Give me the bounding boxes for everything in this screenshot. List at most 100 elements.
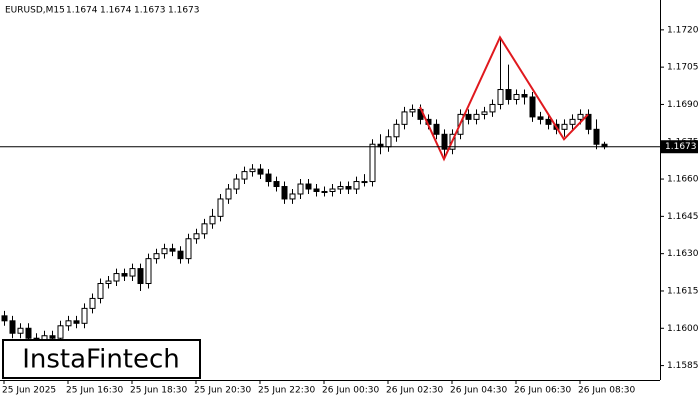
- candle-body: [137, 268, 144, 285]
- x-tick-label: 26 Jun 06:30: [514, 386, 571, 396]
- candle-body: [193, 233, 200, 240]
- candle-body: [337, 186, 344, 190]
- candle-body: [105, 280, 112, 285]
- candle-body: [73, 320, 80, 324]
- candle-body: [265, 173, 272, 183]
- candle-body: [545, 118, 552, 125]
- candle-body: [49, 335, 56, 339]
- candle-body: [529, 96, 536, 118]
- candle-body: [89, 297, 96, 309]
- candle-body: [129, 268, 136, 277]
- x-tick-label: 26 Jun 02:30: [386, 386, 443, 396]
- candle-body: [593, 128, 600, 145]
- candle-body: [97, 283, 104, 299]
- candle-body: [537, 116, 544, 120]
- candle-body: [585, 113, 592, 130]
- candle-body: [513, 94, 520, 100]
- header-value: 1.1673: [134, 6, 166, 16]
- candle-body: [209, 215, 216, 225]
- x-tick-label: 26 Jun 04:30: [450, 386, 507, 396]
- candle-body: [577, 113, 584, 120]
- x-tick-label: 25 Jun 2025: [2, 386, 56, 396]
- candle-body: [161, 248, 168, 255]
- candle-body: [121, 273, 128, 277]
- x-tick-label: 26 Jun 00:30: [322, 386, 379, 396]
- candle-body: [465, 113, 472, 120]
- candle-body: [329, 188, 336, 192]
- candle-body: [281, 186, 288, 200]
- header-value: 1.1673: [168, 6, 200, 16]
- logo: InstaFintech: [22, 345, 180, 375]
- candle-body: [217, 198, 224, 217]
- candle-body: [385, 136, 392, 148]
- candle-body: [177, 250, 184, 260]
- x-tick-label: 25 Jun 18:30: [130, 386, 187, 396]
- x-tick-label: 25 Jun 16:30: [66, 386, 123, 396]
- y-tick-label: 1.1615: [667, 286, 699, 296]
- candle-body: [25, 327, 32, 339]
- candle-body: [153, 253, 160, 260]
- candle-body: [305, 183, 312, 190]
- candle-body: [1, 315, 8, 322]
- candle-body: [345, 186, 352, 190]
- candle-body: [473, 113, 480, 120]
- candle-body: [241, 171, 248, 180]
- y-tick-label: 1.1630: [667, 249, 699, 259]
- candle-body: [81, 307, 88, 324]
- candle-body: [401, 111, 408, 125]
- current-price-box: [661, 140, 698, 154]
- x-tick-label: 25 Jun 20:30: [194, 386, 251, 396]
- candle-body: [17, 327, 24, 334]
- candle-body: [313, 188, 320, 192]
- candle-body: [297, 183, 304, 195]
- candle-body: [481, 111, 488, 115]
- candle-body: [225, 188, 232, 200]
- candle-body: [441, 133, 448, 150]
- candle-body: [9, 320, 16, 334]
- candle-body: [361, 181, 368, 184]
- y-tick-label: 1.1720: [667, 25, 699, 35]
- y-tick-label: 1.1660: [667, 175, 699, 185]
- candle-body: [249, 168, 256, 173]
- candle-body: [521, 94, 528, 98]
- candle-body: [57, 325, 64, 339]
- y-tick-label: 1.1600: [667, 324, 699, 334]
- y-tick-label: 1.1645: [667, 212, 699, 222]
- y-tick-label: 1.1705: [667, 63, 699, 73]
- logo-box: [2, 339, 201, 379]
- candle-body: [561, 123, 568, 130]
- x-tick-label: 26 Jun 08:30: [578, 386, 635, 396]
- header-value: 1.1674: [100, 6, 132, 16]
- candle-body: [257, 168, 264, 175]
- candle-body: [409, 108, 416, 113]
- candle-body: [201, 223, 208, 235]
- candle-body: [169, 248, 176, 252]
- candle-body: [505, 89, 512, 100]
- candle-body: [113, 273, 120, 282]
- candle-body: [65, 320, 72, 327]
- candle-body: [321, 190, 328, 193]
- symbol: EURUSD,M15: [5, 6, 65, 16]
- candle-body: [273, 181, 280, 188]
- candle-body: [353, 181, 360, 190]
- candle-body: [489, 103, 496, 113]
- candle-body: [497, 89, 504, 105]
- candle-body: [233, 178, 240, 190]
- candle-body: [369, 143, 376, 183]
- current-price-label: 1.1673: [665, 142, 697, 152]
- pattern-line: [419, 35, 589, 162]
- candle-body: [185, 238, 192, 260]
- header-value: 1.1674: [66, 6, 98, 16]
- candle-body: [145, 258, 152, 285]
- plot: [1, 35, 608, 346]
- x-tick-label: 25 Jun 22:30: [258, 386, 315, 396]
- candle-body: [289, 193, 296, 200]
- header: EURUSD,M15: [5, 6, 65, 16]
- y-tick-label: 1.1690: [667, 100, 699, 110]
- candle-body: [433, 123, 440, 135]
- candle-body: [569, 118, 576, 125]
- y-tick-label: 1.1585: [667, 361, 699, 371]
- candle-body: [393, 123, 400, 138]
